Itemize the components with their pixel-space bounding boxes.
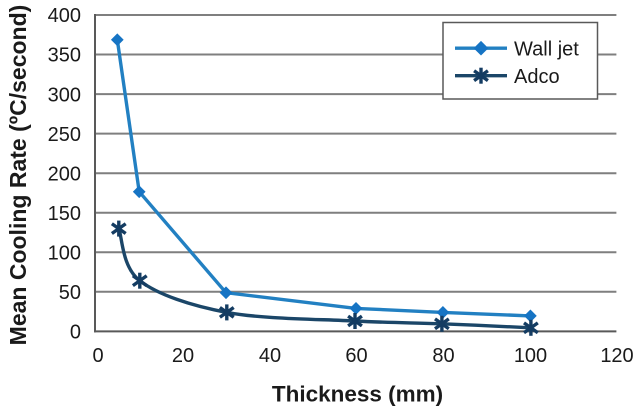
svg-text:Mean Cooling Rate (ºC/second): Mean Cooling Rate (ºC/second) <box>5 5 31 346</box>
svg-text:50: 50 <box>59 282 81 304</box>
svg-text:20: 20 <box>172 345 194 367</box>
svg-text:60: 60 <box>345 345 367 367</box>
svg-text:Wall jet: Wall jet <box>514 39 579 61</box>
svg-text:100: 100 <box>514 345 547 367</box>
svg-text:150: 150 <box>48 203 81 225</box>
svg-text:0: 0 <box>92 345 103 367</box>
svg-text:80: 80 <box>432 345 454 367</box>
svg-text:Thickness (mm): Thickness (mm) <box>272 382 443 407</box>
svg-text:250: 250 <box>48 124 81 146</box>
svg-text:200: 200 <box>48 163 81 185</box>
svg-text:300: 300 <box>48 84 81 106</box>
svg-text:0: 0 <box>70 322 81 344</box>
svg-text:350: 350 <box>48 45 81 67</box>
svg-text:400: 400 <box>48 5 81 27</box>
svg-text:Adco: Adco <box>514 66 560 88</box>
svg-text:120: 120 <box>600 345 633 367</box>
svg-text:40: 40 <box>259 345 281 367</box>
svg-text:100: 100 <box>48 243 81 265</box>
